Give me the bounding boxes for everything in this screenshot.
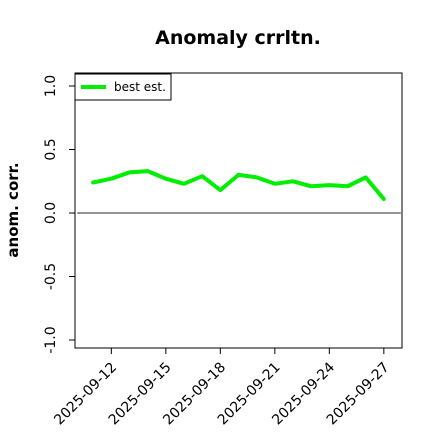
y-tick-label: 1.0	[43, 75, 59, 97]
y-axis-label: anom. corr.	[4, 162, 22, 257]
y-tick-label: 0.5	[43, 138, 59, 160]
series-line-0	[91, 169, 386, 201]
plot-area	[74, 72, 403, 349]
y-tick-label: -1.0	[43, 326, 59, 353]
chart-title: Anomaly crrltn.	[155, 27, 321, 49]
y-tick-label: -0.5	[43, 263, 59, 290]
y-tick-label: 0.0	[43, 202, 59, 224]
chart-marks: -1.0-0.50.00.51.02025-09-122025-09-15202…	[43, 75, 401, 428]
legend: best est.	[74, 73, 172, 101]
legend-label-best-est: best est.	[114, 80, 166, 94]
